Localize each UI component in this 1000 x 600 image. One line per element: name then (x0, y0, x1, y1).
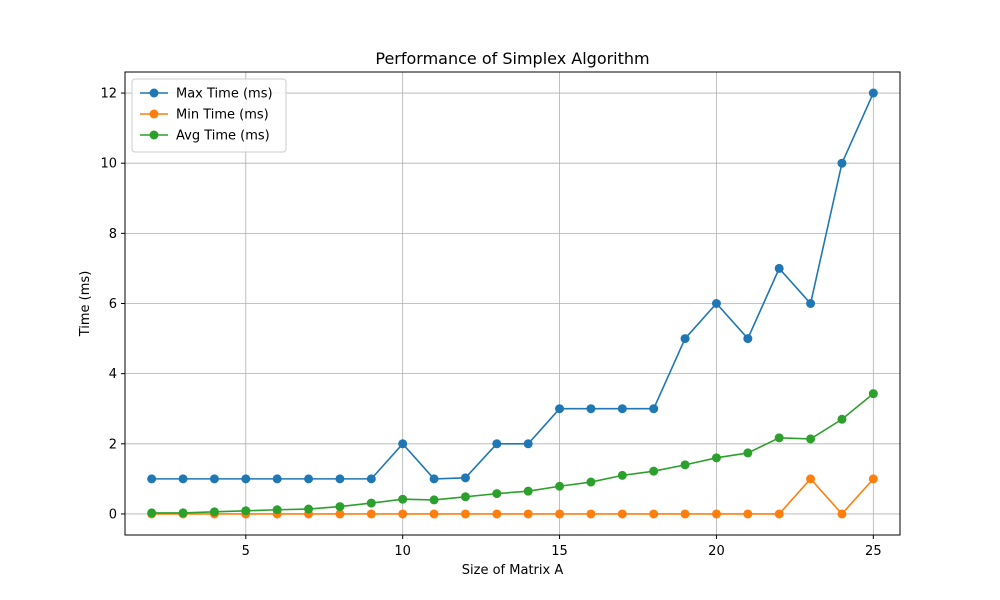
data-point (617, 509, 627, 519)
data-point (711, 453, 721, 463)
data-point (555, 404, 565, 414)
series-max-time-ms (147, 88, 878, 484)
data-point (460, 492, 470, 502)
data-point (555, 509, 565, 519)
data-point (492, 489, 502, 499)
data-point (868, 474, 878, 484)
x-tick-label: 5 (242, 544, 250, 559)
data-point (617, 470, 627, 480)
data-point (649, 404, 659, 414)
series-line (151, 393, 874, 514)
series-avg-time-ms (147, 389, 878, 518)
y-tick-label: 6 (109, 297, 117, 312)
y-tick-label: 2 (109, 437, 117, 452)
data-point (335, 474, 345, 484)
data-point (178, 508, 188, 518)
data-point (837, 158, 847, 168)
data-point (586, 509, 596, 519)
data-point (523, 509, 533, 519)
legend-swatch-marker (149, 88, 159, 98)
series-line (151, 477, 874, 516)
data-point (272, 474, 282, 484)
data-point (837, 414, 847, 424)
data-point (555, 481, 565, 491)
data-point (649, 509, 659, 519)
data-point (774, 263, 784, 273)
data-point (429, 509, 439, 519)
data-point (147, 474, 157, 484)
data-point (649, 466, 659, 476)
data-point (178, 474, 188, 484)
data-point (806, 474, 816, 484)
legend-box (131, 78, 287, 153)
data-point (272, 505, 282, 515)
data-point (586, 404, 596, 414)
y-tick-label: 10 (100, 157, 117, 172)
data-point (147, 508, 157, 518)
y-axis-label: Time (ms) (78, 271, 93, 338)
y-axis-ticks: 0 2 4 6 8 10 12 (100, 87, 125, 522)
data-point (241, 506, 251, 516)
legend-label: Max Time (ms) (176, 87, 273, 102)
data-point (743, 509, 753, 519)
data-point (460, 473, 470, 483)
x-axis-label: Size of Matrix A (462, 563, 564, 578)
data-point (523, 439, 533, 449)
x-tick-label: 20 (708, 544, 725, 559)
data-point (429, 495, 439, 505)
data-point (366, 474, 376, 484)
data-point (335, 509, 345, 519)
data-point (868, 88, 878, 98)
x-axis-ticks: 5 10 15 20 25 (242, 535, 882, 559)
data-point (460, 509, 470, 519)
y-tick-label: 12 (100, 87, 117, 102)
data-point (680, 334, 690, 344)
data-point (492, 509, 502, 519)
data-point (241, 474, 251, 484)
legend-label: Avg Time (ms) (176, 129, 270, 144)
y-tick-label: 4 (109, 367, 117, 382)
data-point (335, 502, 345, 512)
legend-label: Min Time (ms) (176, 108, 269, 123)
data-point (743, 448, 753, 458)
data-point (711, 509, 721, 519)
data-point (617, 404, 627, 414)
legend-swatch-marker (149, 130, 159, 140)
data-point (774, 433, 784, 443)
data-point (304, 474, 314, 484)
x-tick-label: 10 (394, 544, 411, 559)
legend-swatch-marker (149, 109, 159, 119)
data-point (680, 460, 690, 470)
series-layer (147, 88, 878, 519)
data-point (680, 509, 690, 519)
x-tick-label: 15 (551, 544, 568, 559)
data-point (711, 299, 721, 308)
x-tick-label: 25 (865, 544, 882, 559)
data-point (837, 509, 847, 519)
data-point (209, 507, 219, 517)
chart-title: Performance of Simplex Algorithm (375, 49, 649, 68)
y-tick-label: 0 (109, 507, 117, 522)
data-point (586, 477, 596, 487)
data-point (492, 439, 502, 449)
legend: Max Time (ms) Min Time (ms) Avg Time (ms) (131, 78, 287, 153)
data-point (774, 509, 784, 519)
data-point (366, 509, 376, 519)
data-point (743, 334, 753, 344)
data-point (806, 434, 816, 444)
data-point (398, 439, 408, 449)
y-tick-label: 8 (109, 227, 117, 242)
data-point (806, 299, 816, 308)
data-point (398, 509, 408, 519)
data-point (366, 498, 376, 508)
data-point (868, 389, 878, 399)
data-point (429, 474, 439, 484)
gridlines (125, 72, 900, 535)
series-line (151, 92, 875, 480)
data-point (523, 486, 533, 496)
data-point (304, 504, 314, 514)
data-point (398, 494, 408, 504)
data-point (209, 474, 219, 484)
